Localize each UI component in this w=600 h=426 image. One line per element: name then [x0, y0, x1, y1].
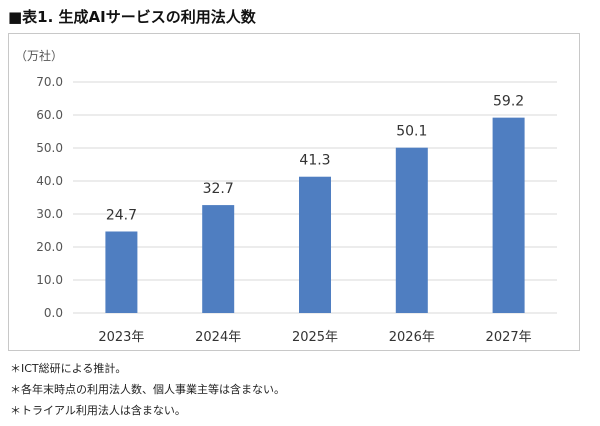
y-tick-label: 40.0	[36, 174, 63, 188]
y-tick-label: 70.0	[36, 75, 63, 89]
y-unit-label: （万社）	[15, 48, 63, 63]
data-label: 50.1	[396, 124, 427, 140]
y-tick-label: 60.0	[36, 108, 63, 122]
data-label: 32.7	[203, 181, 234, 197]
bar	[202, 205, 235, 313]
y-tick-label: 20.0	[36, 240, 63, 254]
bar	[105, 231, 138, 313]
bar	[395, 147, 428, 313]
bar-chart: （万社） 0.0 10.0 20.0 30.0 40.0 50.0 60.0 70.0 24.…	[15, 48, 557, 345]
data-label: 59.2	[493, 94, 524, 110]
y-tick-label: 50.0	[36, 141, 63, 155]
y-tick-label: 30.0	[36, 207, 63, 221]
bar	[492, 117, 525, 313]
x-category-label: 2025年	[292, 330, 338, 345]
x-category-label: 2027年	[486, 330, 532, 345]
x-category-label: 2024年	[195, 330, 241, 345]
footnote: ＊トライアル利用法人は含まない。	[10, 404, 186, 417]
x-axis-categories: 2023年 2024年 2025年 2026年 2027年	[98, 330, 531, 345]
x-category-label: 2023年	[98, 330, 144, 345]
footnotes: ＊ICT総研による推計。 ＊各年末時点の利用法人数、個人事業主等は含まない。 ＊…	[10, 358, 285, 421]
data-label: 41.3	[299, 153, 330, 169]
data-labels: 24.7 32.7 41.3 50.1 59.2	[106, 94, 524, 224]
y-axis-ticks: 0.0 10.0 20.0 30.0 40.0 50.0 60.0 70.0	[36, 75, 63, 320]
data-label: 24.7	[106, 207, 137, 223]
footnote: ＊ICT総研による推計。	[10, 362, 127, 375]
bars	[105, 117, 525, 313]
chart-frame: （万社） 0.0 10.0 20.0 30.0 40.0 50.0 60.0 70.0 24.…	[8, 33, 580, 351]
bar	[299, 176, 331, 313]
y-tick-label: 10.0	[36, 273, 63, 287]
page-title: ■表1. 生成AIサービスの利用法人数	[8, 8, 256, 26]
x-category-label: 2026年	[389, 330, 435, 345]
footnote: ＊各年末時点の利用法人数、個人事業主等は含まない。	[10, 383, 285, 396]
y-tick-label: 0.0	[44, 306, 63, 320]
